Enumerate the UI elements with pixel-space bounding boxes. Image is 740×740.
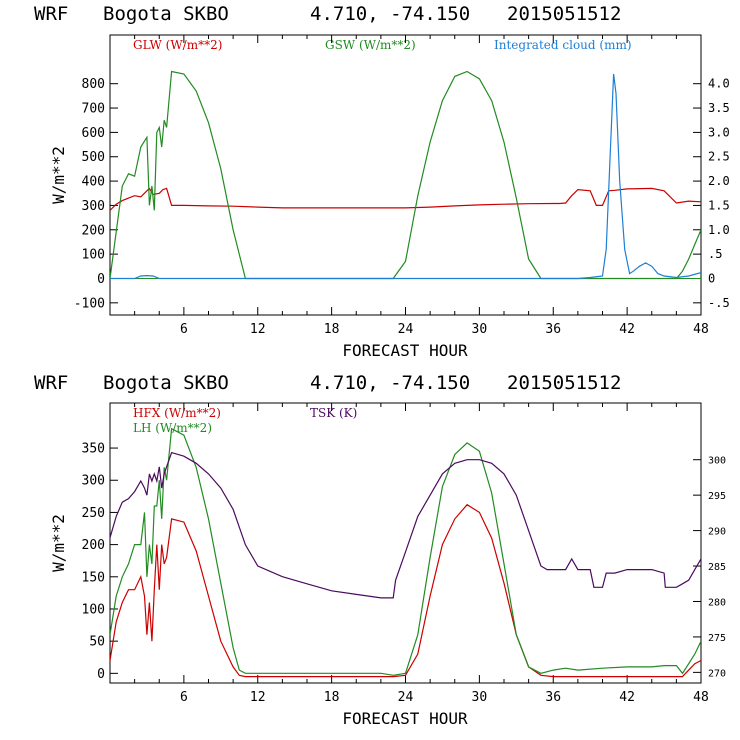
y-tick-label: 700: [82, 102, 105, 117]
y-axis-label: W/m**2: [49, 514, 68, 572]
coordinates-label: 4.710, -74.150: [310, 3, 470, 25]
y2-tick-label: 1.5: [708, 198, 730, 212]
x-tick-label: 42: [619, 690, 635, 705]
y-tick-label: 500: [82, 150, 105, 165]
axis-ticks: 6 12 18 24 30 36 42 48 0 50 100 150 200 250 300 350 270 2…: [82, 403, 726, 705]
y2-tick-label: 295: [708, 491, 726, 502]
y-tick-label: 50: [89, 635, 105, 650]
model-label: WRF: [34, 372, 68, 394]
x-tick-label: 36: [545, 322, 561, 337]
y2-tick-label: 1.0: [708, 223, 730, 237]
y-tick-label: 0: [97, 667, 105, 682]
series-line-hfx: [110, 503, 701, 678]
y2-tick-label: 0: [708, 271, 715, 285]
axis-ticks: 6 12 18 24 30 36 42 48 -100 0 100 200 300 400 500 600 70…: [74, 35, 730, 337]
y2-tick-label: 2.0: [708, 174, 730, 188]
data-series: [110, 70, 701, 280]
y2-tick-label: -.5: [708, 296, 730, 310]
y-tick-label: 300: [82, 199, 105, 214]
station-label: Bogota SKBO: [103, 372, 229, 394]
x-axis-label: FORECAST HOUR: [342, 341, 468, 360]
y-tick-label: 250: [82, 506, 105, 521]
y-tick-label: 350: [82, 442, 105, 457]
legend-cloud: Integrated cloud (mm): [494, 38, 632, 52]
y-tick-label: 150: [82, 570, 105, 585]
x-axis-label: FORECAST HOUR: [342, 709, 468, 728]
legend-hfx: HFX (W/m**2): [133, 406, 221, 420]
x-tick-label: 6: [180, 322, 188, 337]
surface-flux-panel: WRF Bogota SKBO 4.710, -74.150 201505151…: [34, 372, 726, 728]
x-tick-label: 18: [324, 690, 340, 705]
y-tick-label: 100: [82, 248, 105, 263]
series-line-tsk: [110, 451, 701, 599]
y2-tick-label: 285: [708, 562, 726, 573]
plot-frame: [109, 402, 702, 684]
y2-tick-label: 3.5: [708, 101, 730, 115]
legend-lh: LH (W/m**2): [133, 421, 212, 435]
y2-tick-label: 280: [708, 597, 726, 608]
station-label: Bogota SKBO: [103, 3, 229, 25]
x-tick-label: 48: [693, 690, 709, 705]
data-series: [110, 427, 701, 678]
y-tick-label: 600: [82, 126, 105, 141]
y-tick-label: 0: [97, 272, 105, 287]
series-line-lh: [110, 427, 701, 676]
coordinates-label: 4.710, -74.150: [310, 372, 470, 394]
y2-tick-label: 4.0: [708, 77, 730, 91]
y-axis-label: W/m**2: [49, 146, 68, 204]
x-tick-label: 24: [398, 322, 414, 337]
plot-frame: [109, 34, 702, 316]
y2-tick-label: 2.5: [708, 150, 730, 164]
model-label: WRF: [34, 3, 68, 25]
y2-tick-label: 275: [708, 633, 726, 644]
y2-tick-label: 270: [708, 668, 726, 679]
series-line-integrated: [110, 73, 701, 280]
legend-glw: GLW (W/m**2): [133, 38, 222, 52]
x-tick-label: 48: [693, 322, 709, 337]
x-tick-label: 30: [472, 322, 488, 337]
y-tick-label: 100: [82, 602, 105, 617]
x-tick-label: 12: [250, 690, 266, 705]
y2-tick-label: 290: [708, 527, 726, 538]
y2-tick-label: 300: [708, 456, 726, 467]
x-tick-label: 42: [619, 322, 635, 337]
x-tick-label: 24: [398, 690, 414, 705]
radiation-cloud-panel: WRF Bogota SKBO 4.710, -74.150 201505151…: [34, 3, 730, 360]
y-tick-label: 300: [82, 474, 105, 489]
y-tick-label: -100: [74, 296, 105, 311]
y-tick-label: 400: [82, 175, 105, 190]
run-time-label: 2015051512: [507, 372, 621, 394]
y2-tick-label: 3.0: [708, 125, 730, 139]
x-tick-label: 12: [250, 322, 266, 337]
series-line-glw: [110, 187, 701, 211]
legend-tsk: TSK (K): [310, 406, 357, 420]
y2-tick-label: .5: [708, 247, 722, 261]
run-time-label: 2015051512: [507, 3, 621, 25]
y-tick-label: 200: [82, 223, 105, 238]
y-tick-label: 200: [82, 538, 105, 553]
x-tick-label: 18: [324, 322, 340, 337]
legend-gsw: GSW (W/m**2): [325, 38, 416, 52]
x-tick-label: 36: [545, 690, 561, 705]
x-tick-label: 6: [180, 690, 188, 705]
y-tick-label: 800: [82, 77, 105, 92]
x-tick-label: 30: [472, 690, 488, 705]
